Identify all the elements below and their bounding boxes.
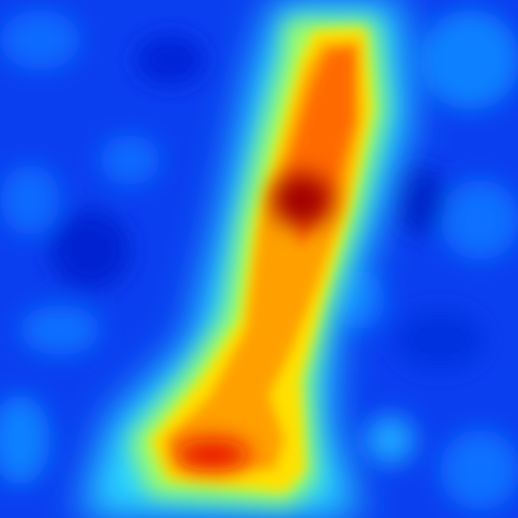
blob <box>440 180 518 260</box>
blob <box>440 430 518 510</box>
hotspots <box>174 174 332 471</box>
blob <box>420 10 518 110</box>
blob <box>100 135 160 185</box>
hotspot <box>272 174 332 226</box>
blob <box>395 165 445 235</box>
background-noise <box>0 10 518 510</box>
blob <box>395 310 485 370</box>
blob <box>0 10 80 70</box>
blob <box>135 35 205 85</box>
blob <box>20 305 100 355</box>
blob <box>50 210 130 290</box>
hotspot <box>174 439 250 471</box>
blob <box>0 395 50 485</box>
blob <box>365 415 415 465</box>
blob <box>0 165 60 235</box>
